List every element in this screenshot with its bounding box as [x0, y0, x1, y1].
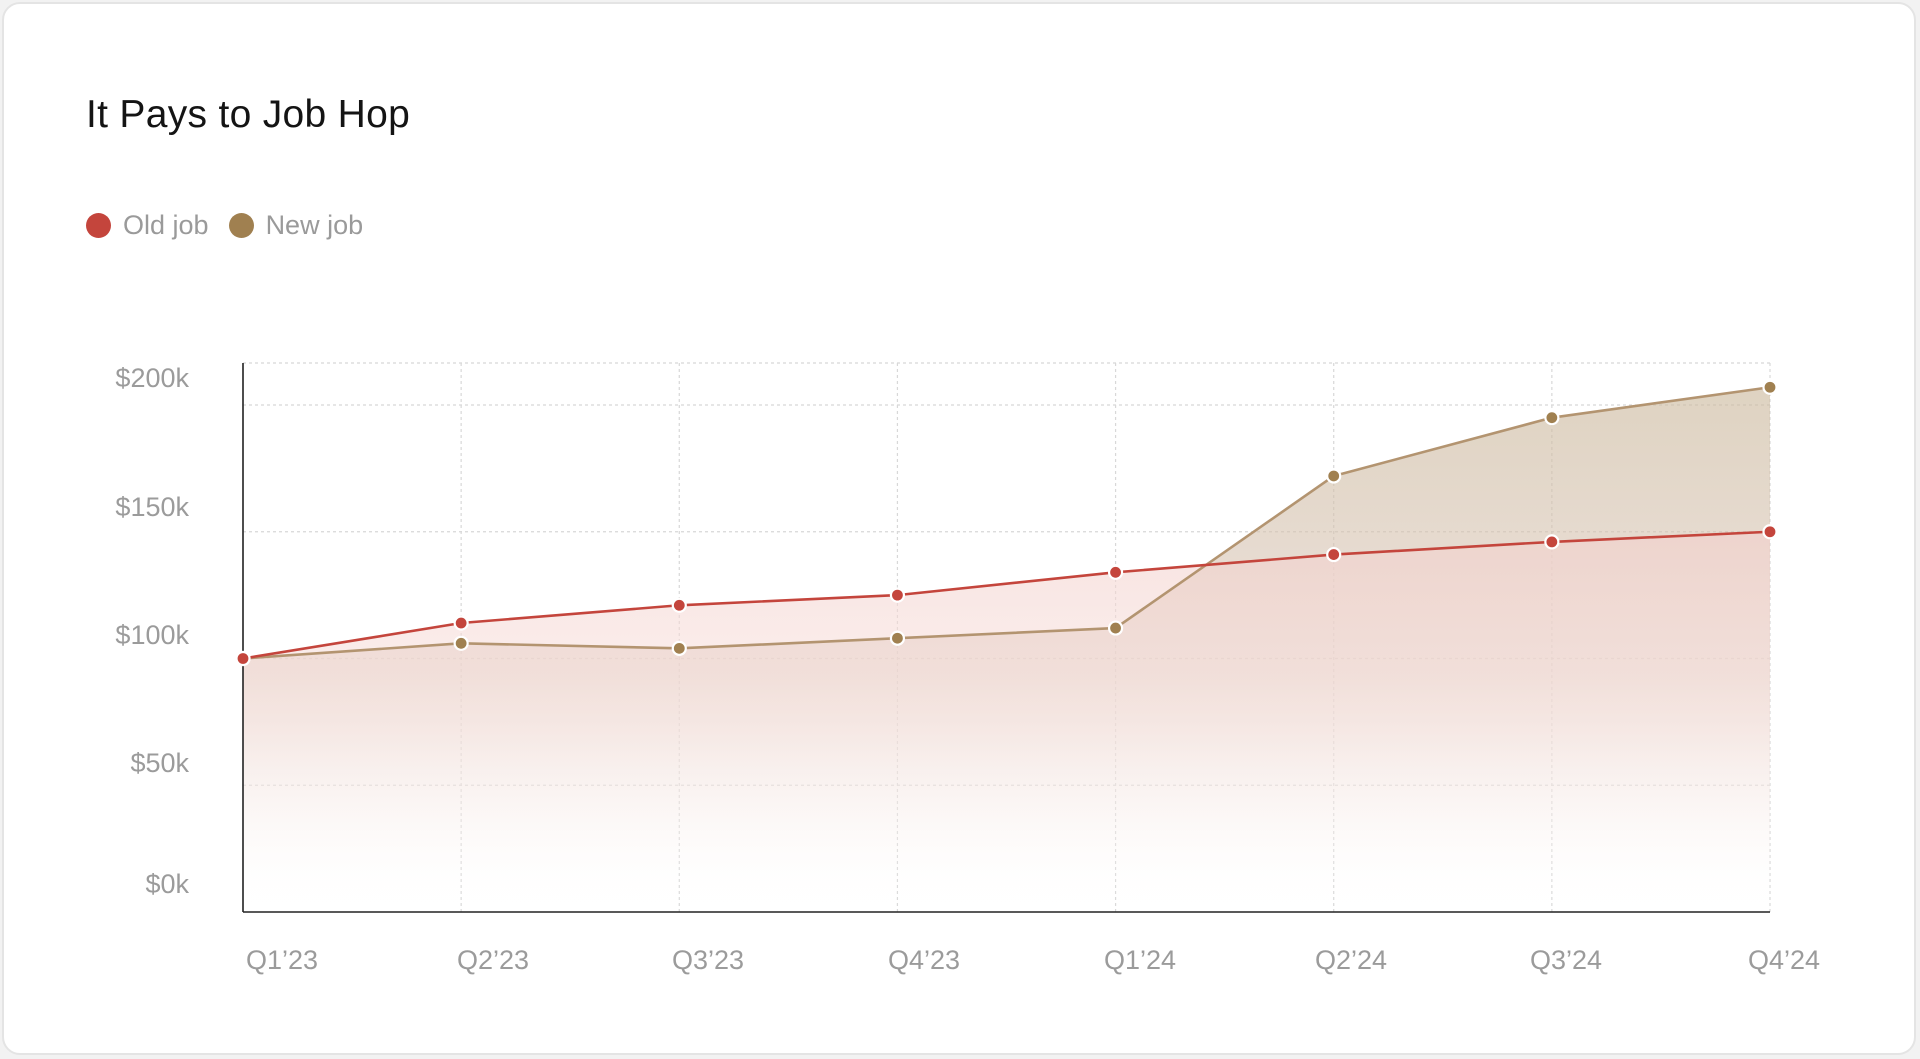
chart-title: It Pays to Job Hop: [86, 93, 411, 136]
point-old-job: [1107, 564, 1124, 580]
point-old-job: [1544, 534, 1560, 550]
legend-old-job-swatch: [86, 213, 111, 238]
legend-item-old-job[interactable]: Old job: [86, 210, 209, 241]
areas: [243, 387, 1770, 912]
point-old-job: [235, 650, 251, 667]
x-tick-label: Q3’23: [672, 945, 744, 975]
legend-new-job-label: New job: [265, 210, 364, 240]
point-old-job: [1326, 546, 1342, 563]
point-old-job: [453, 615, 469, 631]
point-new-job: [1544, 410, 1560, 426]
legend-item-new-job[interactable]: New job: [228, 210, 364, 241]
x-tick-label: Q4’24: [1748, 945, 1820, 975]
y-tick-label: $150k: [115, 492, 189, 522]
point-old-job: [1762, 524, 1778, 540]
y-tick-label: $50k: [130, 748, 189, 778]
chart-legend: Old job New job: [86, 210, 363, 241]
x-tick-label: Q3’24: [1530, 945, 1602, 975]
y-tick-label: $0k: [145, 869, 189, 899]
point-new-job: [671, 640, 687, 656]
point-new-job: [1762, 379, 1778, 395]
point-old-job: [889, 587, 906, 603]
point-new-job: [889, 630, 906, 646]
y-tick-label: $200k: [115, 363, 189, 393]
area-old-job: [243, 531, 1770, 912]
point-new-job: [453, 635, 469, 651]
point-new-job: [1326, 468, 1342, 484]
point-old-job: [671, 597, 687, 613]
point-new-job: [1107, 620, 1124, 636]
legend-old-job-label: Old job: [123, 210, 209, 240]
line-new-job: [242, 385, 1771, 660]
axes: [242, 363, 1770, 913]
legend-new-job-swatch: [228, 213, 254, 238]
x-tick-label: Q1’23: [246, 945, 318, 975]
x-tick-label: Q2’23: [457, 945, 529, 975]
data-points: [235, 379, 1778, 667]
tick-labels: $0k $50k $100k $150k $200k Q1’23 Q2’23 Q3’23 Q4’…: [115, 363, 1820, 975]
x-tick-label: Q2’24: [1315, 945, 1387, 975]
x-tick-label: Q1’24: [1104, 945, 1176, 975]
line-old-job: [242, 530, 1771, 660]
x-tick-label: Q4’23: [888, 945, 960, 975]
series-lines: [242, 385, 1771, 660]
y-tick-label: $100k: [115, 620, 189, 650]
